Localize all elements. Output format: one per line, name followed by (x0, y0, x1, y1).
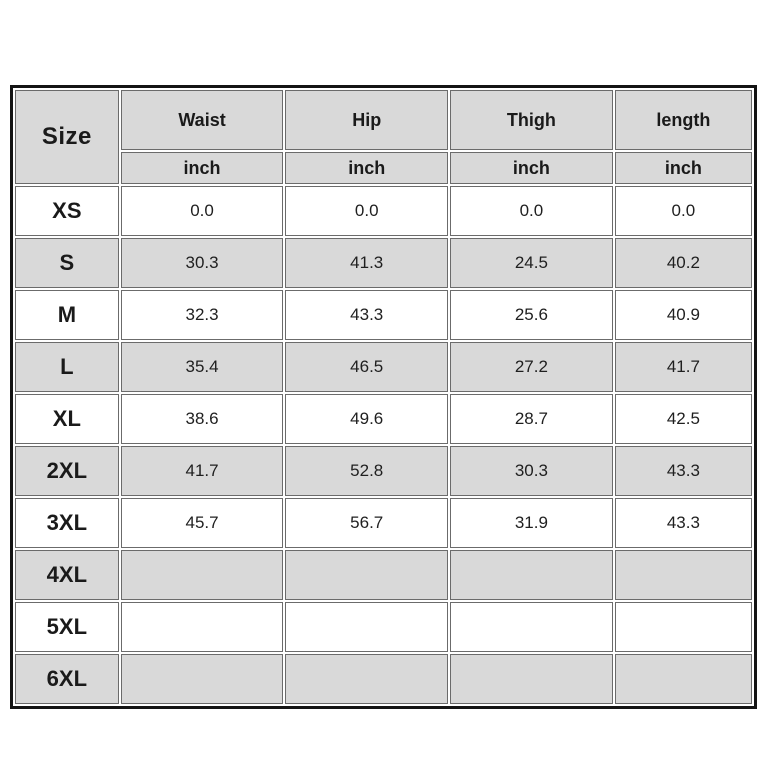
value-cell: 32.3 (120, 290, 284, 340)
value-cell (120, 602, 284, 652)
value-cell: 0.0 (120, 186, 284, 236)
value-cell: 40.2 (614, 238, 752, 288)
value-cell: 30.3 (120, 238, 284, 288)
value-cell: 35.4 (120, 342, 284, 392)
column-header-length: length (614, 90, 752, 150)
table-row-l: L 35.4 46.5 27.2 41.7 (15, 342, 752, 392)
value-cell: 43.3 (285, 290, 449, 340)
column-header-thigh: Thigh (450, 90, 613, 150)
value-cell: 41.7 (614, 342, 752, 392)
column-header-waist: Waist (120, 90, 284, 150)
size-chart-table: Size Waist Hip Thigh length inch inch in… (10, 85, 757, 709)
table-row-3xl: 3XL 45.7 56.7 31.9 43.3 (15, 498, 752, 548)
row-label-6xl: 6XL (15, 654, 119, 704)
table-row-5xl: 5XL (15, 602, 752, 652)
header-row: Size Waist Hip Thigh length (15, 90, 752, 184)
value-cell (285, 602, 449, 652)
column-header-hip: Hip (285, 90, 449, 150)
table-row-xs: XS 0.0 0.0 0.0 0.0 (15, 186, 752, 236)
row-label-xs: XS (15, 186, 119, 236)
value-cell: 40.9 (614, 290, 752, 340)
value-cell: 42.5 (614, 394, 752, 444)
value-cell: 46.5 (285, 342, 449, 392)
row-label-s: S (15, 238, 119, 288)
value-cell: 43.3 (614, 446, 752, 496)
unit-cell-waist: inch (120, 152, 284, 184)
table-row-xl: XL 38.6 49.6 28.7 42.5 (15, 394, 752, 444)
table-row-2xl: 2XL 41.7 52.8 30.3 43.3 (15, 446, 752, 496)
value-cell: 56.7 (285, 498, 449, 548)
column-header-size: Size (15, 90, 119, 184)
value-cell: 43.3 (614, 498, 752, 548)
value-cell (285, 550, 449, 600)
value-cell: 27.2 (450, 342, 613, 392)
unit-cell-thigh: inch (450, 152, 613, 184)
value-cell (285, 654, 449, 704)
unit-cell-hip: inch (285, 152, 449, 184)
row-label-l: L (15, 342, 119, 392)
value-cell: 0.0 (450, 186, 613, 236)
value-cell (450, 602, 613, 652)
table-row-4xl: 4XL (15, 550, 752, 600)
value-cell: 0.0 (614, 186, 752, 236)
row-label-m: M (15, 290, 119, 340)
value-cell (614, 654, 752, 704)
value-cell: 45.7 (120, 498, 284, 548)
value-cell (450, 550, 613, 600)
row-label-2xl: 2XL (15, 446, 119, 496)
value-cell: 38.6 (120, 394, 284, 444)
table-row-6xl: 6XL (15, 654, 752, 704)
value-cell (450, 654, 613, 704)
value-cell: 0.0 (285, 186, 449, 236)
unit-row: inch inch inch inch (15, 152, 752, 184)
row-label-4xl: 4XL (15, 550, 119, 600)
table-row-s: S 30.3 41.3 24.5 40.2 (15, 238, 752, 288)
value-cell: 31.9 (450, 498, 613, 548)
row-label-xl: XL (15, 394, 119, 444)
value-cell: 49.6 (285, 394, 449, 444)
value-cell: 52.8 (285, 446, 449, 496)
value-cell: 24.5 (450, 238, 613, 288)
row-label-3xl: 3XL (15, 498, 119, 548)
unit-cell-length: inch (614, 152, 752, 184)
value-cell: 25.6 (450, 290, 613, 340)
value-cell: 41.7 (120, 446, 284, 496)
value-cell (614, 550, 752, 600)
value-cell: 30.3 (450, 446, 613, 496)
value-cell: 41.3 (285, 238, 449, 288)
value-cell: 28.7 (450, 394, 613, 444)
value-cell (120, 550, 284, 600)
table-row-m: M 32.3 43.3 25.6 40.9 (15, 290, 752, 340)
value-cell (120, 654, 284, 704)
row-label-5xl: 5XL (15, 602, 119, 652)
value-cell (614, 602, 752, 652)
